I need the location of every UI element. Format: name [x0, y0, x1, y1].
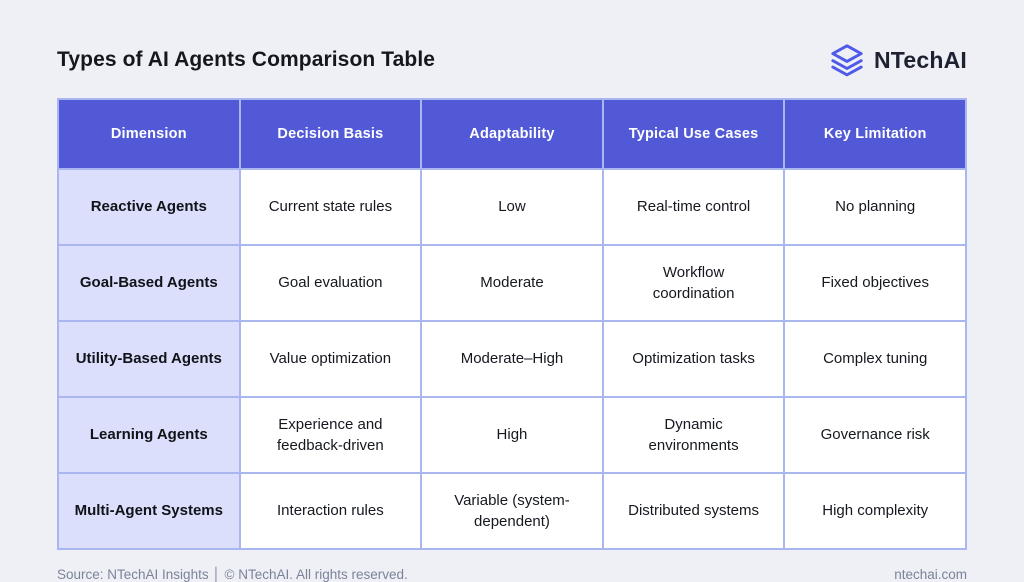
table-cell: High complexity: [783, 472, 967, 550]
table-cell: High: [420, 396, 604, 474]
header-row: Dimension Decision Basis Adaptability Ty…: [57, 98, 967, 170]
column-header-key-limitation: Key Limitation: [783, 98, 967, 170]
row-dimension-cell: Goal-Based Agents: [57, 244, 241, 322]
footer-source: Source: NTechAI Insights │ © NTechAI. Al…: [57, 567, 408, 582]
table-cell: Moderate–High: [420, 320, 604, 398]
table-cell: Low: [420, 168, 604, 246]
table-cell: Experience and feedback-driven: [238, 396, 423, 474]
column-header-adaptability: Adaptability: [420, 98, 604, 170]
table-row-multi-agent-systems: Multi-Agent Systems Interaction rules Va…: [57, 472, 967, 550]
row-dimension-cell: Reactive Agents: [57, 168, 241, 246]
table-row-learning-agents: Learning Agents Experience and feedback-…: [57, 396, 967, 474]
table-cell: No planning: [783, 168, 967, 246]
table-cell: Complex tuning: [783, 320, 967, 398]
table-cell: Workflow coordination: [601, 244, 786, 322]
table-cell: Governance risk: [783, 396, 967, 474]
column-header-decision-basis: Decision Basis: [238, 98, 423, 170]
table-cell: Real-time control: [601, 168, 786, 246]
brand-logo: NTechAI: [830, 43, 967, 77]
topbar: Types of AI Agents Comparison Table NTec…: [57, 36, 967, 84]
table-row-reactive-agents: Reactive Agents Current state rules Low …: [57, 168, 967, 246]
table-cell: Variable (system-dependent): [420, 472, 604, 550]
table-cell: Current state rules: [238, 168, 423, 246]
row-dimension-cell: Utility-Based Agents: [57, 320, 241, 398]
table-row-goal-based-agents: Goal-Based Agents Goal evaluation Modera…: [57, 244, 967, 322]
footer: Source: NTechAI Insights │ © NTechAI. Al…: [57, 567, 967, 582]
table-cell: Distributed systems: [601, 472, 786, 550]
row-dimension-cell: Learning Agents: [57, 396, 241, 474]
table-cell: Goal evaluation: [238, 244, 423, 322]
table-row-utility-based-agents: Utility-Based Agents Value optimization …: [57, 320, 967, 398]
footer-website: ntechai.com: [894, 567, 967, 582]
table-cell: Optimization tasks: [601, 320, 786, 398]
layers-icon: [830, 43, 864, 77]
table-cell: Fixed objectives: [783, 244, 967, 322]
table-cell: Value optimization: [238, 320, 423, 398]
column-header-dimension: Dimension: [57, 98, 241, 170]
page-title: Types of AI Agents Comparison Table: [57, 48, 436, 71]
comparison-table: Dimension Decision Basis Adaptability Ty…: [57, 98, 967, 550]
table-cell: Interaction rules: [238, 472, 423, 550]
table-cell: Moderate: [420, 244, 604, 322]
row-dimension-cell: Multi-Agent Systems: [57, 472, 241, 550]
table-cell: Dynamic environments: [601, 396, 786, 474]
brand-name: NTechAI: [874, 46, 967, 73]
column-header-use-cases: Typical Use Cases: [601, 98, 786, 170]
